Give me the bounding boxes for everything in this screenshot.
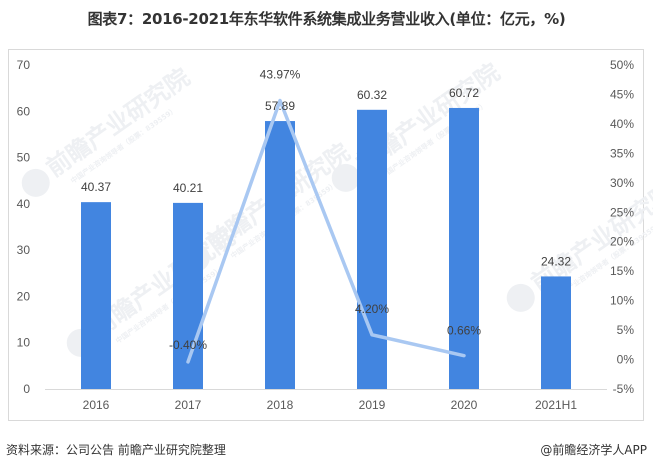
x-axis: 2016 2017 2018 2019 2020 2021H1 xyxy=(83,398,578,412)
bar-value-label: 40.37 xyxy=(81,180,111,194)
left-tick-label: 10 xyxy=(17,336,31,350)
bar-value-labels: 40.37 40.21 57.89 60.32 60.72 24.32 xyxy=(81,86,571,268)
bar-value-label: 24.32 xyxy=(541,254,571,268)
growth-line xyxy=(186,98,466,364)
left-tick-label: 0 xyxy=(23,382,30,396)
right-tick-label: 50% xyxy=(610,58,634,72)
right-tick-label: 30% xyxy=(610,176,634,190)
bar xyxy=(449,107,479,390)
right-tick-label: 5% xyxy=(617,323,635,337)
left-tick-label: 60 xyxy=(17,104,31,118)
x-tick-label: 2017 xyxy=(175,398,202,412)
right-tick-label: 20% xyxy=(610,235,634,249)
bar-value-label: 60.32 xyxy=(357,88,387,102)
bar xyxy=(541,276,571,389)
line-value-label: 0.66% xyxy=(447,324,481,338)
right-tick-label: 25% xyxy=(610,205,634,219)
x-tick-label: 2021H1 xyxy=(535,398,577,412)
bar-series xyxy=(81,107,571,390)
left-tick-label: 20 xyxy=(17,289,31,303)
chart-title: 图表7：2016-2021年东华软件系统集成业务营业收入(单位：亿元，%) xyxy=(87,10,566,28)
bar xyxy=(265,121,295,389)
right-tick-label: -5% xyxy=(613,382,635,396)
chart-frame xyxy=(8,49,644,421)
line-value-labels: -0.40% 43.97% 4.20% 0.66% xyxy=(169,68,481,352)
right-axis: -5% 0% 5% 10% 15% 20% 25% 30% 35% 40% 45% 50% xyxy=(610,58,634,396)
right-tick-label: 0% xyxy=(617,353,635,367)
x-tick-label: 2016 xyxy=(83,398,110,412)
right-tick-label: 35% xyxy=(610,146,634,160)
credit-note: @前瞻经济学人APP xyxy=(540,443,647,457)
left-tick-label: 40 xyxy=(17,197,31,211)
x-tick-label: 2018 xyxy=(267,398,294,412)
bar xyxy=(81,202,111,389)
left-tick-label: 50 xyxy=(17,151,31,165)
right-tick-label: 40% xyxy=(610,117,634,131)
bar-value-label: 60.72 xyxy=(449,86,479,100)
x-tick-label: 2020 xyxy=(451,398,478,412)
left-tick-label: 30 xyxy=(17,243,31,257)
right-tick-label: 15% xyxy=(610,264,634,278)
right-tick-label: 45% xyxy=(610,87,634,101)
left-tick-label: 70 xyxy=(17,58,31,72)
line-value-label: 43.97% xyxy=(260,68,301,82)
line-value-label: -0.40% xyxy=(169,338,207,352)
source-note: 资料来源：公司公告 前瞻产业研究院整理 xyxy=(6,443,226,457)
svg-text:前瞻产业研究院: 前瞻产业研究院 xyxy=(41,63,195,182)
bar-value-label: 40.21 xyxy=(173,181,203,195)
left-axis: 0 10 20 30 40 50 60 70 xyxy=(17,58,31,396)
bar-value-label: 57.89 xyxy=(265,99,295,113)
line-value-label: 4.20% xyxy=(355,302,389,316)
x-tick-label: 2019 xyxy=(359,398,386,412)
right-tick-label: 10% xyxy=(610,294,634,308)
bar xyxy=(357,109,387,390)
